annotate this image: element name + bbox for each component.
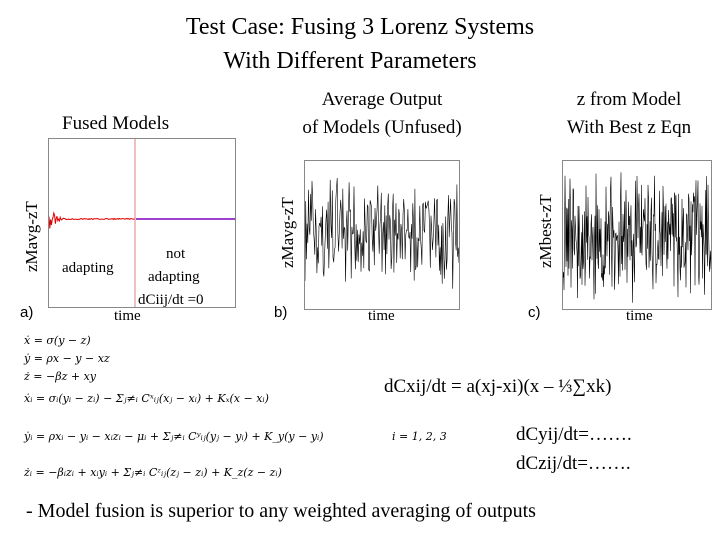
equation-x-dot: ẋ = σ(y − z): [24, 334, 91, 347]
panel-c-xlabel: time: [626, 308, 653, 324]
conclusion-text: - Model fusion is superior to any weight…: [26, 500, 536, 522]
panel-a-svg: [49, 139, 235, 307]
panel-a-plot: [48, 138, 236, 308]
panel-c-tag: c): [528, 304, 541, 321]
slide-title-line-2: With Different Parameters: [223, 48, 477, 74]
equation-xi-dot: ẋᵢ = σᵢ(yᵢ − zᵢ) − Σⱼ≠ᵢ Cˣᵢⱼ(xⱼ − xᵢ) + …: [24, 392, 269, 405]
equation-zi-dot: żᵢ = −βᵢzᵢ + xᵢyᵢ + Σⱼ≠ᵢ Cᶻᵢⱼ(zⱼ − zᵢ) +…: [24, 466, 282, 479]
panel-a-xlabel: time: [114, 308, 141, 324]
equation-y-dot: ẏ = ρx − y − xz: [24, 352, 110, 365]
panel-b-heading-2: of Models (Unfused): [302, 117, 462, 138]
fused-adapting-trace: [49, 211, 135, 229]
rule-dcx: dCxij/dt = a(xj-xi)(x – ⅓∑xk): [384, 376, 611, 398]
panel-c-plot: [562, 160, 712, 310]
dc-zero-label: dCiij/dt =0: [138, 292, 204, 308]
panel-a-ylabel: zMavg-zT: [22, 201, 41, 272]
panel-b-ylabel: zMavg-zT: [278, 197, 297, 268]
equation-z-dot: ż = −βz + xy: [24, 370, 97, 383]
not-adapting-label-1: not: [166, 246, 186, 262]
rule-dcz: dCzij/dt=…….: [516, 453, 631, 474]
panel-a-tag: a): [20, 304, 34, 321]
adapting-label: adapting: [62, 260, 114, 276]
panel-c-ylabel: zMbest-zT: [536, 194, 555, 268]
rule-dcy: dCyij/dt=…….: [516, 424, 632, 445]
index-range: i = 1, 2, 3: [392, 430, 447, 443]
rule-dcx-text: dCxij/dt = a(xj-xi)(x – ⅓∑xk): [384, 376, 612, 397]
unfused-average-trace: [305, 177, 459, 289]
panel-b-heading-1: Average Output: [321, 89, 443, 110]
panel-b-plot: [304, 160, 460, 310]
panel-c-heading-1: z from Model: [576, 89, 682, 110]
not-adapting-label-2: adapting: [148, 269, 200, 285]
panel-b-svg: [305, 177, 459, 289]
panel-b-xlabel: time: [368, 308, 395, 324]
panel-c-svg: [563, 172, 711, 303]
best-z-model-trace: [563, 172, 711, 303]
equation-yi-dot: ẏᵢ = ρxᵢ − yᵢ − xᵢzᵢ − μᵢ + Σⱼ≠ᵢ Cʸᵢⱼ(yⱼ…: [24, 430, 324, 443]
panel-c-heading-2: With Best z Eqn: [566, 117, 692, 138]
slide-title-line-1: Test Case: Fusing 3 Lorenz Systems: [185, 14, 535, 40]
panel-a-heading: Fused Models: [62, 113, 170, 134]
panel-b-tag: b): [274, 304, 288, 321]
